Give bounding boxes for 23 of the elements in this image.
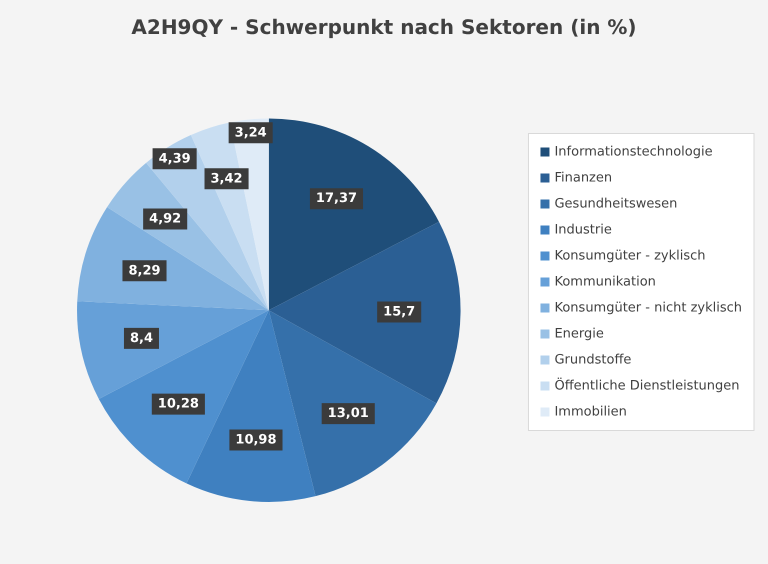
legend-label: Konsumgüter - zyklisch <box>554 248 706 264</box>
data-label: 4,92 <box>149 211 182 226</box>
legend-label: Immobilien <box>554 404 627 420</box>
legend-label: Kommunikation <box>554 274 656 290</box>
legend-label: Öffentliche Dienstleistungen <box>554 378 740 394</box>
legend-label: Konsumgüter - nicht zyklisch <box>554 300 742 316</box>
legend-label: Finanzen <box>554 170 612 186</box>
legend-label: Informationstechnologie <box>554 144 713 160</box>
data-label: 8,29 <box>128 263 161 278</box>
legend-label: Grundstoffe <box>554 352 632 368</box>
data-label: 4,39 <box>158 151 191 166</box>
data-label: 17,37 <box>316 191 358 206</box>
data-label: 8,4 <box>130 330 153 346</box>
data-label: 15,7 <box>383 304 416 320</box>
legend-label: Energie <box>554 326 604 342</box>
data-label: 13,01 <box>328 406 369 422</box>
chart-title: A2H9QY - Schwerpunkt nach Sektoren (in %) <box>131 15 637 39</box>
data-label: 10,28 <box>158 396 199 412</box>
legend-label: Gesundheitswesen <box>554 196 678 212</box>
data-label: 3,24 <box>234 125 267 140</box>
data-label: 10,98 <box>235 432 277 448</box>
legend-label: Industrie <box>554 222 612 238</box>
data-label: 3,42 <box>210 171 243 186</box>
